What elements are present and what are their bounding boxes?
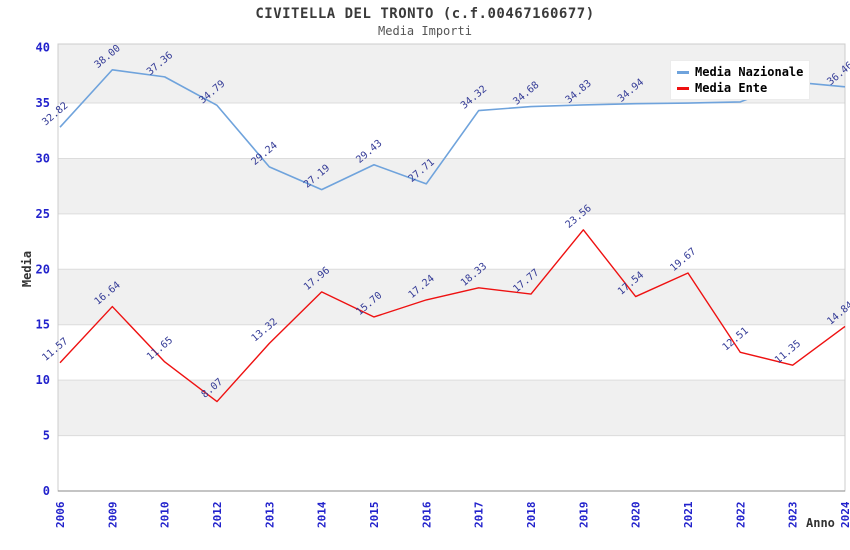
y-axis-title: Media	[20, 250, 34, 288]
legend-item-media-ente[interactable]: Media Ente	[677, 81, 803, 95]
legend-label-nazionale: Media Nazionale	[695, 65, 804, 79]
y-tick-label: 40	[36, 41, 50, 55]
legend-swatch-ente-icon	[677, 86, 689, 90]
legend-label-ente: Media Ente	[695, 81, 768, 95]
x-tick-label: 2016	[420, 501, 433, 528]
legend-swatch-nazionale-icon	[677, 70, 689, 74]
grid-band	[58, 435, 845, 491]
x-tick-label: 2009	[106, 502, 119, 529]
x-tick-label: 2014	[316, 501, 329, 528]
y-tick-label: 5	[43, 429, 50, 443]
x-tick-label: 2021	[682, 501, 695, 528]
x-tick-label: 2010	[159, 502, 172, 529]
x-tick-label: 2019	[577, 502, 590, 529]
x-tick-label: 2024	[839, 501, 850, 528]
grid-band	[58, 158, 845, 214]
y-tick-label: 25	[36, 207, 50, 221]
x-axis-title: Anno	[806, 516, 835, 530]
chart-subtitle: Media Importi	[378, 24, 472, 38]
series-line-media-ente	[59, 229, 846, 403]
grid-band	[58, 269, 845, 325]
y-tick-label: 30	[36, 151, 50, 165]
x-tick-label: 2012	[211, 502, 224, 529]
x-tick-label: 2015	[368, 502, 381, 529]
grid-band	[58, 324, 845, 381]
x-tick-label: 2006	[54, 501, 67, 528]
y-tick-label: 10	[36, 373, 50, 387]
grid-band	[58, 213, 845, 270]
grid-band	[58, 103, 845, 159]
legend: Media Nazionale Media Ente	[670, 60, 810, 100]
y-tick-label: 0	[43, 484, 50, 498]
x-tick-label: 2020	[630, 502, 643, 529]
y-tick-label: 20	[36, 262, 50, 276]
y-tick-label: 15	[36, 318, 50, 332]
x-tick-label: 2017	[473, 502, 486, 529]
x-tick-label: 2023	[787, 502, 800, 529]
x-tick-label: 2018	[525, 502, 538, 529]
legend-item-media-nazionale[interactable]: Media Nazionale	[677, 65, 803, 79]
x-tick-label: 2022	[734, 502, 747, 529]
chart-title: CIVITELLA DEL TRONTO (c.f.00467160677)	[255, 6, 595, 22]
grid-band	[58, 380, 845, 436]
x-tick-label: 2013	[263, 502, 276, 529]
series-line-media-nazionale	[59, 68, 846, 191]
y-tick-label: 35	[36, 96, 50, 110]
